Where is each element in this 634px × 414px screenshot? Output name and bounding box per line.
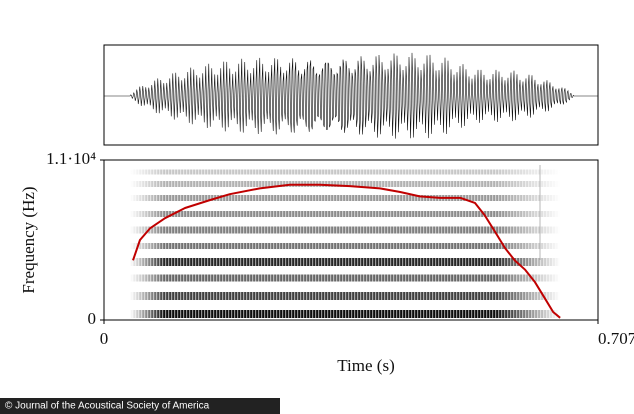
spectrogram	[104, 160, 598, 320]
y-tick-label: 1.1·10⁴	[46, 149, 96, 168]
waveform	[104, 52, 598, 139]
x-tick-label: 0.7072	[598, 329, 634, 348]
waveform-frame	[103, 44, 599, 146]
y-axis-label: Frequency (Hz)	[19, 186, 38, 293]
x-tick-label: 0	[100, 329, 109, 348]
y-tick-label: 0	[88, 309, 97, 328]
spectrogram-texture	[104, 160, 598, 320]
x-axis-label: Time (s)	[337, 356, 394, 375]
credit-bar	[0, 398, 280, 414]
credit: © Journal of the Acoustical Society of A…	[5, 401, 210, 412]
waveform-trace	[104, 52, 598, 139]
spectrogram-frame	[103, 159, 599, 321]
frequency-line	[132, 183, 561, 319]
